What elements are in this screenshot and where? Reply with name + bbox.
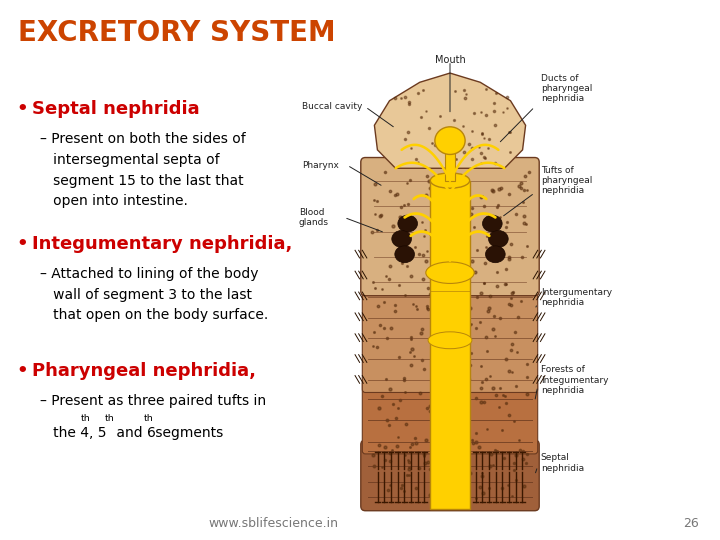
Text: Blood
glands: Blood glands [299,208,329,227]
FancyBboxPatch shape [361,158,539,296]
Text: Buccal cavity: Buccal cavity [302,103,362,111]
Text: Mouth: Mouth [435,55,465,65]
Text: Septal
nephridia: Septal nephridia [541,454,584,473]
Text: •: • [17,100,28,118]
Ellipse shape [435,127,465,154]
Text: , 5: , 5 [89,426,107,440]
Ellipse shape [398,215,418,232]
Polygon shape [431,180,469,509]
Text: – Present on both the sides of
   intersegmental septa of
   segment 15 to the l: – Present on both the sides of intersegm… [40,132,246,208]
FancyBboxPatch shape [362,380,538,454]
Text: Pharyngeal nephridia,: Pharyngeal nephridia, [32,362,256,380]
Text: www.sblifescience.in: www.sblifescience.in [209,517,338,530]
Text: •: • [17,235,28,253]
Text: and 6: and 6 [112,426,156,440]
Polygon shape [374,73,526,168]
Ellipse shape [485,246,505,263]
Ellipse shape [489,231,508,247]
Text: Integumentary nephridia,: Integumentary nephridia, [32,235,293,253]
Text: 26: 26 [683,517,698,530]
Text: – Present as three paired tufts in: – Present as three paired tufts in [40,394,266,408]
Ellipse shape [482,215,502,232]
Text: th: th [143,414,153,423]
Polygon shape [444,153,456,180]
Text: Intergumentary
nephridia: Intergumentary nephridia [541,288,612,307]
Text: Pharynx: Pharynx [302,161,338,170]
Text: EXCRETORY SYSTEM: EXCRETORY SYSTEM [18,19,336,47]
Text: th: th [81,414,91,423]
Ellipse shape [392,231,411,247]
Ellipse shape [395,246,415,263]
Text: Forests of
Integumentary
nephridia: Forests of Integumentary nephridia [541,365,608,395]
Text: the 4: the 4 [40,426,89,440]
Text: – Attached to lining of the body
   wall of segment 3 to the last
   that open o: – Attached to lining of the body wall of… [40,267,268,322]
Text: Septal nephridia: Septal nephridia [32,100,200,118]
Text: Tufts of
pharyngeal
nephridia: Tufts of pharyngeal nephridia [541,166,592,195]
Text: •: • [17,362,28,380]
FancyBboxPatch shape [361,440,539,511]
Ellipse shape [426,262,474,284]
Text: segments: segments [151,426,223,440]
Ellipse shape [431,173,469,188]
Text: th: th [104,414,114,423]
Ellipse shape [428,332,472,349]
FancyBboxPatch shape [362,282,538,393]
Text: Ducts of
pharyngeal
nephridia: Ducts of pharyngeal nephridia [541,73,592,103]
